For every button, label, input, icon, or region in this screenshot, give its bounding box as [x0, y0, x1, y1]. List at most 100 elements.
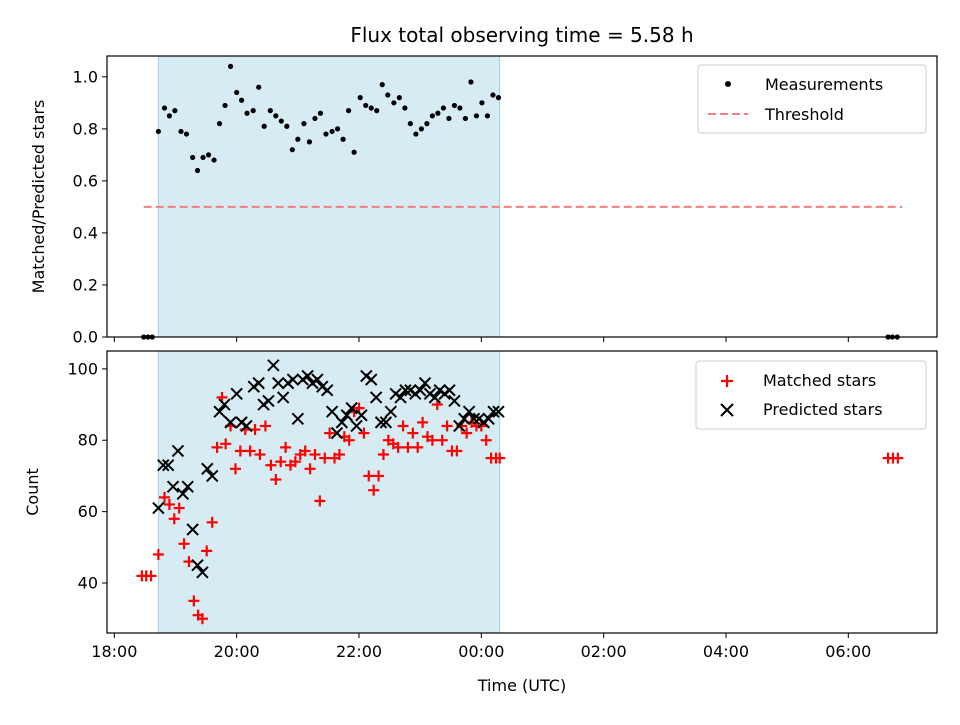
bottom-legend: Matched stars Predicted stars [695, 360, 927, 430]
matched-star-point [265, 459, 277, 471]
matched-star-point [426, 434, 438, 446]
measurement-point [234, 89, 240, 96]
matched-star-point [343, 434, 355, 446]
matched-stars-points [136, 391, 904, 625]
measurement-point [413, 131, 419, 137]
predicted-star-d2 [413, 384, 427, 397]
predicted-star-d2 [379, 416, 393, 429]
matched-star-point [436, 434, 448, 446]
predicted-star-d2 [365, 373, 378, 386]
predicted-star-point [267, 359, 280, 372]
predicted-star-point [157, 459, 170, 472]
legend-measurements-label: Measurements [765, 75, 883, 94]
bottom-legend-box [695, 360, 927, 430]
predicted-star-point [191, 558, 204, 572]
predicted-star-point [152, 501, 165, 515]
measurement-point [451, 102, 458, 109]
measurement-point [312, 115, 318, 122]
matched-star-point [254, 449, 266, 461]
measurement-point [329, 128, 335, 135]
matched-star-point [319, 452, 331, 464]
predicted-star-point [252, 376, 265, 390]
measurement-point [440, 105, 447, 111]
measurement-point [183, 131, 190, 137]
matched-star-point [461, 427, 473, 439]
measurement-point [238, 97, 245, 103]
predicted-star-point [291, 412, 305, 426]
predicted-star-d2 [345, 401, 358, 415]
x-tick-label: 22:00 [336, 642, 382, 661]
predicted-star-point [205, 469, 219, 483]
predicted-star-point [335, 416, 349, 429]
predicted-star-d2 [330, 426, 344, 440]
top-y-tick-label: 0.4 [73, 223, 98, 242]
matched-star-point [152, 548, 164, 560]
predicted-star-d2 [161, 459, 175, 472]
predicted-star-d2 [394, 391, 407, 404]
matched-star-point [173, 502, 185, 514]
measurement-point [256, 84, 262, 90]
predicted-star-point [457, 412, 471, 426]
measurement-point [379, 82, 385, 88]
measurement-point [473, 113, 480, 119]
predicted-star-point [176, 487, 190, 500]
predicted-star-point [262, 394, 275, 408]
bottom-y-ticks: 40 60 80 100 [67, 359, 107, 593]
predicted-star-point [369, 391, 383, 404]
matched-star-point [145, 570, 157, 582]
top-y-tick-label: 0.0 [73, 328, 98, 347]
top-y-axis-label: Matched/Predicted stars [29, 100, 48, 294]
measurement-point [435, 110, 441, 116]
measurement-point [267, 108, 273, 114]
measurement-point [261, 123, 267, 129]
measurement-point [424, 121, 430, 127]
predicted-star-d2 [157, 459, 170, 472]
matched-star-point [229, 463, 241, 475]
measurement-point [161, 105, 168, 111]
matched-star-point [363, 470, 375, 482]
legend-threshold-label: Threshold [764, 105, 844, 124]
predicted-star-point [350, 419, 363, 433]
predicted-star-d2 [218, 398, 231, 411]
predicted-star-d2 [213, 405, 226, 418]
x-tick-label: 02:00 [581, 642, 627, 661]
matched-star-point [314, 495, 326, 507]
measurement-point [155, 128, 161, 135]
predicted-star-d2 [191, 558, 204, 572]
measurement-point [250, 108, 256, 114]
legend-predicted-label: Predicted stars [763, 400, 883, 419]
measurement-point [374, 108, 380, 114]
predicted-star-d2 [482, 412, 495, 426]
predicted-star-d2 [201, 462, 214, 476]
predicted-star-d2 [262, 394, 275, 408]
measurement-point [178, 128, 184, 135]
predicted-star-d2 [224, 416, 237, 429]
predicted-star-point [384, 405, 398, 418]
predicted-star-point [340, 409, 353, 422]
matched-star-point [368, 484, 380, 496]
matched-star-point [259, 420, 271, 432]
measurement-point [278, 118, 284, 124]
predicted-star-point [443, 384, 456, 397]
x-tick-label: 18:00 [91, 642, 137, 661]
predicted-star-d2 [335, 416, 349, 429]
top-y-tick-label: 0.2 [73, 275, 98, 294]
predicted-star-d2 [286, 373, 300, 386]
predicted-star-d2 [276, 391, 290, 404]
predicted-star-d2 [428, 391, 442, 404]
x-tick-label: 04:00 [703, 642, 749, 661]
matched-star-point [373, 470, 385, 482]
matched-star-point [234, 445, 246, 457]
measurement-point [222, 102, 228, 109]
bottom-y-tick-label: 80 [78, 431, 98, 450]
measurement-point [216, 121, 223, 127]
predicted-star-d2 [384, 405, 398, 418]
matched-star-point [377, 449, 389, 461]
measurement-point [357, 95, 363, 101]
matched-star-point [397, 420, 409, 432]
predicted-star-d2 [311, 373, 324, 386]
matched-star-point [392, 441, 404, 453]
measurement-point [227, 63, 234, 70]
matched-star-point [358, 427, 370, 439]
predicted-star-d2 [152, 501, 165, 515]
